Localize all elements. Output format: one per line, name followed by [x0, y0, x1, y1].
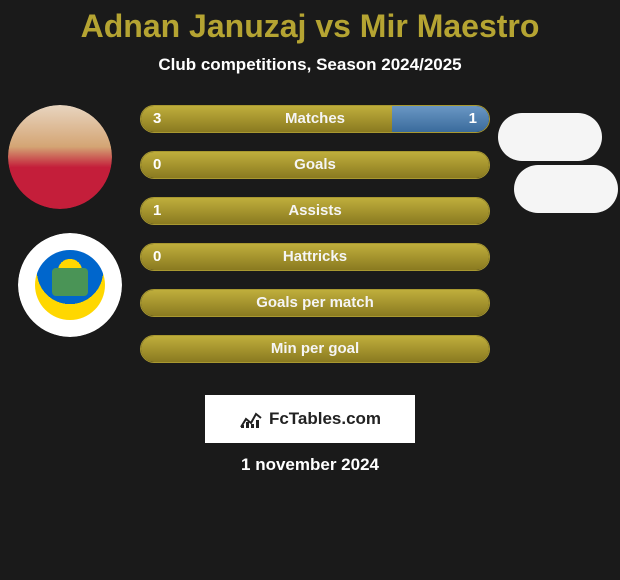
stat-bar: 3Matches1: [140, 105, 490, 133]
stat-bar: Min per goal: [140, 335, 490, 363]
stat-label: Hattricks: [141, 244, 489, 270]
player-1-photo: [8, 105, 112, 209]
stat-label: Goals: [141, 152, 489, 178]
player-2-club-crest: [514, 165, 618, 213]
crest-bg: [18, 233, 122, 337]
stat-bar: 1Assists: [140, 197, 490, 225]
page-subtitle: Club competitions, Season 2024/2025: [0, 55, 620, 75]
player-2-avatar: [498, 113, 602, 161]
player-1-avatar: [8, 105, 112, 209]
fctables-icon: [239, 409, 263, 429]
stat-bars: 3Matches10Goals1Assists0HattricksGoals p…: [140, 105, 490, 381]
player-1-club-crest: [18, 233, 122, 337]
stat-label: Assists: [141, 198, 489, 224]
stat-bar: Goals per match: [140, 289, 490, 317]
stat-label: Matches: [141, 106, 489, 132]
source-logo: FcTables.com: [205, 395, 415, 443]
page-title: Adnan Januzaj vs Mir Maestro: [0, 0, 620, 45]
stat-bar: 0Goals: [140, 151, 490, 179]
stat-label: Goals per match: [141, 290, 489, 316]
crest-icon: [35, 250, 105, 320]
source-logo-text: FcTables.com: [269, 409, 381, 429]
stat-bar: 0Hattricks: [140, 243, 490, 271]
footer-date: 1 november 2024: [0, 455, 620, 475]
stat-label: Min per goal: [141, 336, 489, 362]
stat-value-right: 1: [469, 106, 477, 132]
